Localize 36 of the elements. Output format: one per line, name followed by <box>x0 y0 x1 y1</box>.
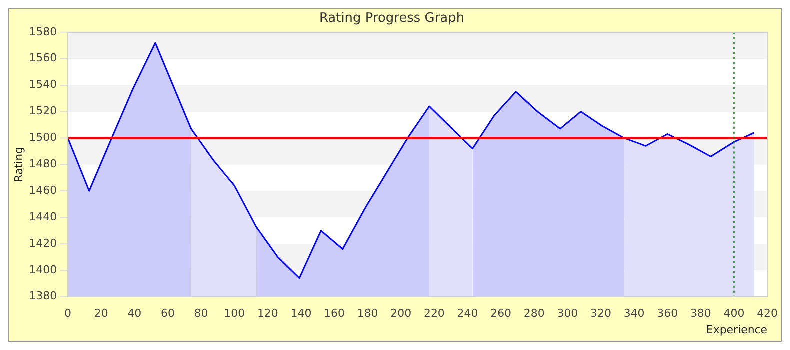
x-tick-label: 420 <box>757 307 778 320</box>
y-tick-label: 1480 <box>29 158 58 170</box>
x-tick-label: 40 <box>128 307 142 320</box>
x-tick-label: 240 <box>457 307 478 320</box>
x-tick-label: 300 <box>557 307 578 320</box>
y-tick-label: 1540 <box>29 78 58 92</box>
y-tick-label: 1460 <box>29 184 58 197</box>
y-tick-label: 1520 <box>29 104 58 118</box>
x-tick-label: 220 <box>424 307 445 320</box>
x-tick-label: 280 <box>524 307 545 320</box>
x-tick-label: 340 <box>624 307 645 320</box>
x-tick-label: 20 <box>94 307 108 320</box>
y-tick-label: 1500 <box>29 131 58 144</box>
x-tick-label: 180 <box>357 307 378 320</box>
y-axis-title: Rating <box>12 147 26 182</box>
x-tick-label: 380 <box>690 307 712 320</box>
y-tick-label: 1440 <box>29 210 58 224</box>
x-tick-label: 80 <box>194 307 208 320</box>
y-tick-label: 1380 <box>29 290 58 303</box>
x-tick-label: 140 <box>290 307 312 320</box>
x-tick-label: 160 <box>324 307 346 320</box>
x-tick-label: 200 <box>390 307 412 320</box>
chart-title: Rating Progress Graph <box>319 11 465 26</box>
x-tick-label: 360 <box>657 307 678 320</box>
y-tick-label: 1420 <box>29 236 58 250</box>
x-tick-label: 400 <box>724 307 745 320</box>
x-tick-label: 260 <box>490 307 512 320</box>
y-tick-label: 1400 <box>29 263 58 276</box>
x-tick-label: 0 <box>64 307 72 320</box>
x-axis-title: Experience <box>706 323 768 336</box>
x-tick-label: 120 <box>257 307 278 320</box>
y-tick-label: 1560 <box>29 52 58 65</box>
x-tick-label: 60 <box>160 307 175 320</box>
x-tick-label: 320 <box>590 307 612 320</box>
x-tick-label: 100 <box>224 307 246 320</box>
y-tick-label: 1580 <box>29 25 58 38</box>
